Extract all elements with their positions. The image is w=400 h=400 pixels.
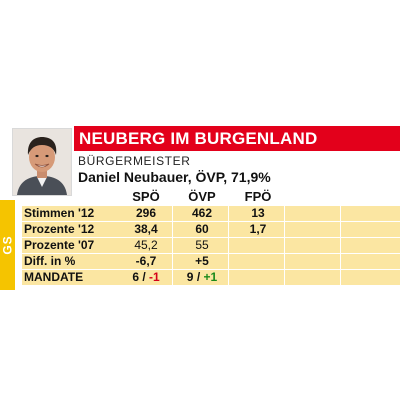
mandate-count: 6 bbox=[132, 270, 139, 284]
cell-spo: -6,7 bbox=[135, 254, 157, 268]
cell-fpo: 13 bbox=[251, 206, 265, 220]
table-header: SPÖ ÖVP FPÖ bbox=[22, 189, 400, 205]
cell-ovp: 9 / +1 bbox=[176, 270, 228, 285]
cell-spo: 38,4 bbox=[134, 222, 158, 236]
row-label: Stimmen '12 bbox=[24, 206, 95, 220]
header-spo: SPÖ bbox=[132, 189, 160, 204]
row-label: Prozente '07 bbox=[24, 238, 95, 252]
role-label: BÜRGERMEISTER bbox=[78, 154, 191, 168]
cell-fpo bbox=[232, 270, 284, 285]
mandate-separator: / bbox=[139, 270, 150, 284]
results-table: SPÖ ÖVP FPÖ Stimmen '12 296 462 13 Proze… bbox=[22, 189, 400, 285]
cell-fpo: 1,7 bbox=[249, 222, 267, 236]
mandate-count: 9 bbox=[186, 270, 194, 284]
cell-spo: 296 bbox=[135, 206, 157, 220]
cell-fpo bbox=[232, 238, 284, 253]
page-title: NEUBERG IM BURGENLAND bbox=[79, 128, 318, 148]
mandate-diff: -1 bbox=[149, 270, 160, 284]
table-row: MANDATE 6 / -1 9 / +1 bbox=[22, 270, 400, 285]
cell-ovp: 60 bbox=[195, 222, 209, 236]
side-tab: GS bbox=[0, 200, 15, 290]
cell-ovp: +5 bbox=[195, 254, 209, 268]
row-label: Diff. in % bbox=[24, 254, 76, 268]
side-tab-label: GS bbox=[0, 235, 15, 255]
cell-spo: 6 / -1 bbox=[120, 270, 172, 285]
title-bar: NEUBERG IM BURGENLAND bbox=[74, 126, 400, 151]
header-ovp: ÖVP bbox=[188, 189, 216, 204]
table-row: Prozente '07 45,2 55 bbox=[22, 238, 400, 253]
header-fpo: FPÖ bbox=[244, 189, 272, 204]
row-label: MANDATE bbox=[24, 270, 84, 284]
mayor-photo bbox=[12, 128, 72, 196]
cell-ovp: 55 bbox=[195, 238, 209, 252]
cell-fpo bbox=[232, 254, 284, 269]
mandate-separator: / bbox=[193, 270, 204, 284]
mayor-name: Daniel Neubauer, ÖVP, 71,9% bbox=[78, 169, 271, 185]
table-row: Prozente '12 38,4 60 1,7 bbox=[22, 222, 400, 237]
table-row: Stimmen '12 296 462 13 bbox=[22, 206, 400, 221]
row-label: Prozente '12 bbox=[24, 222, 95, 236]
cell-ovp: 462 bbox=[191, 206, 213, 220]
table-row: Diff. in % -6,7 +5 bbox=[22, 254, 400, 269]
portrait-icon bbox=[13, 129, 71, 195]
cell-spo: 45,2 bbox=[134, 238, 158, 252]
mandate-diff: +1 bbox=[203, 270, 218, 284]
